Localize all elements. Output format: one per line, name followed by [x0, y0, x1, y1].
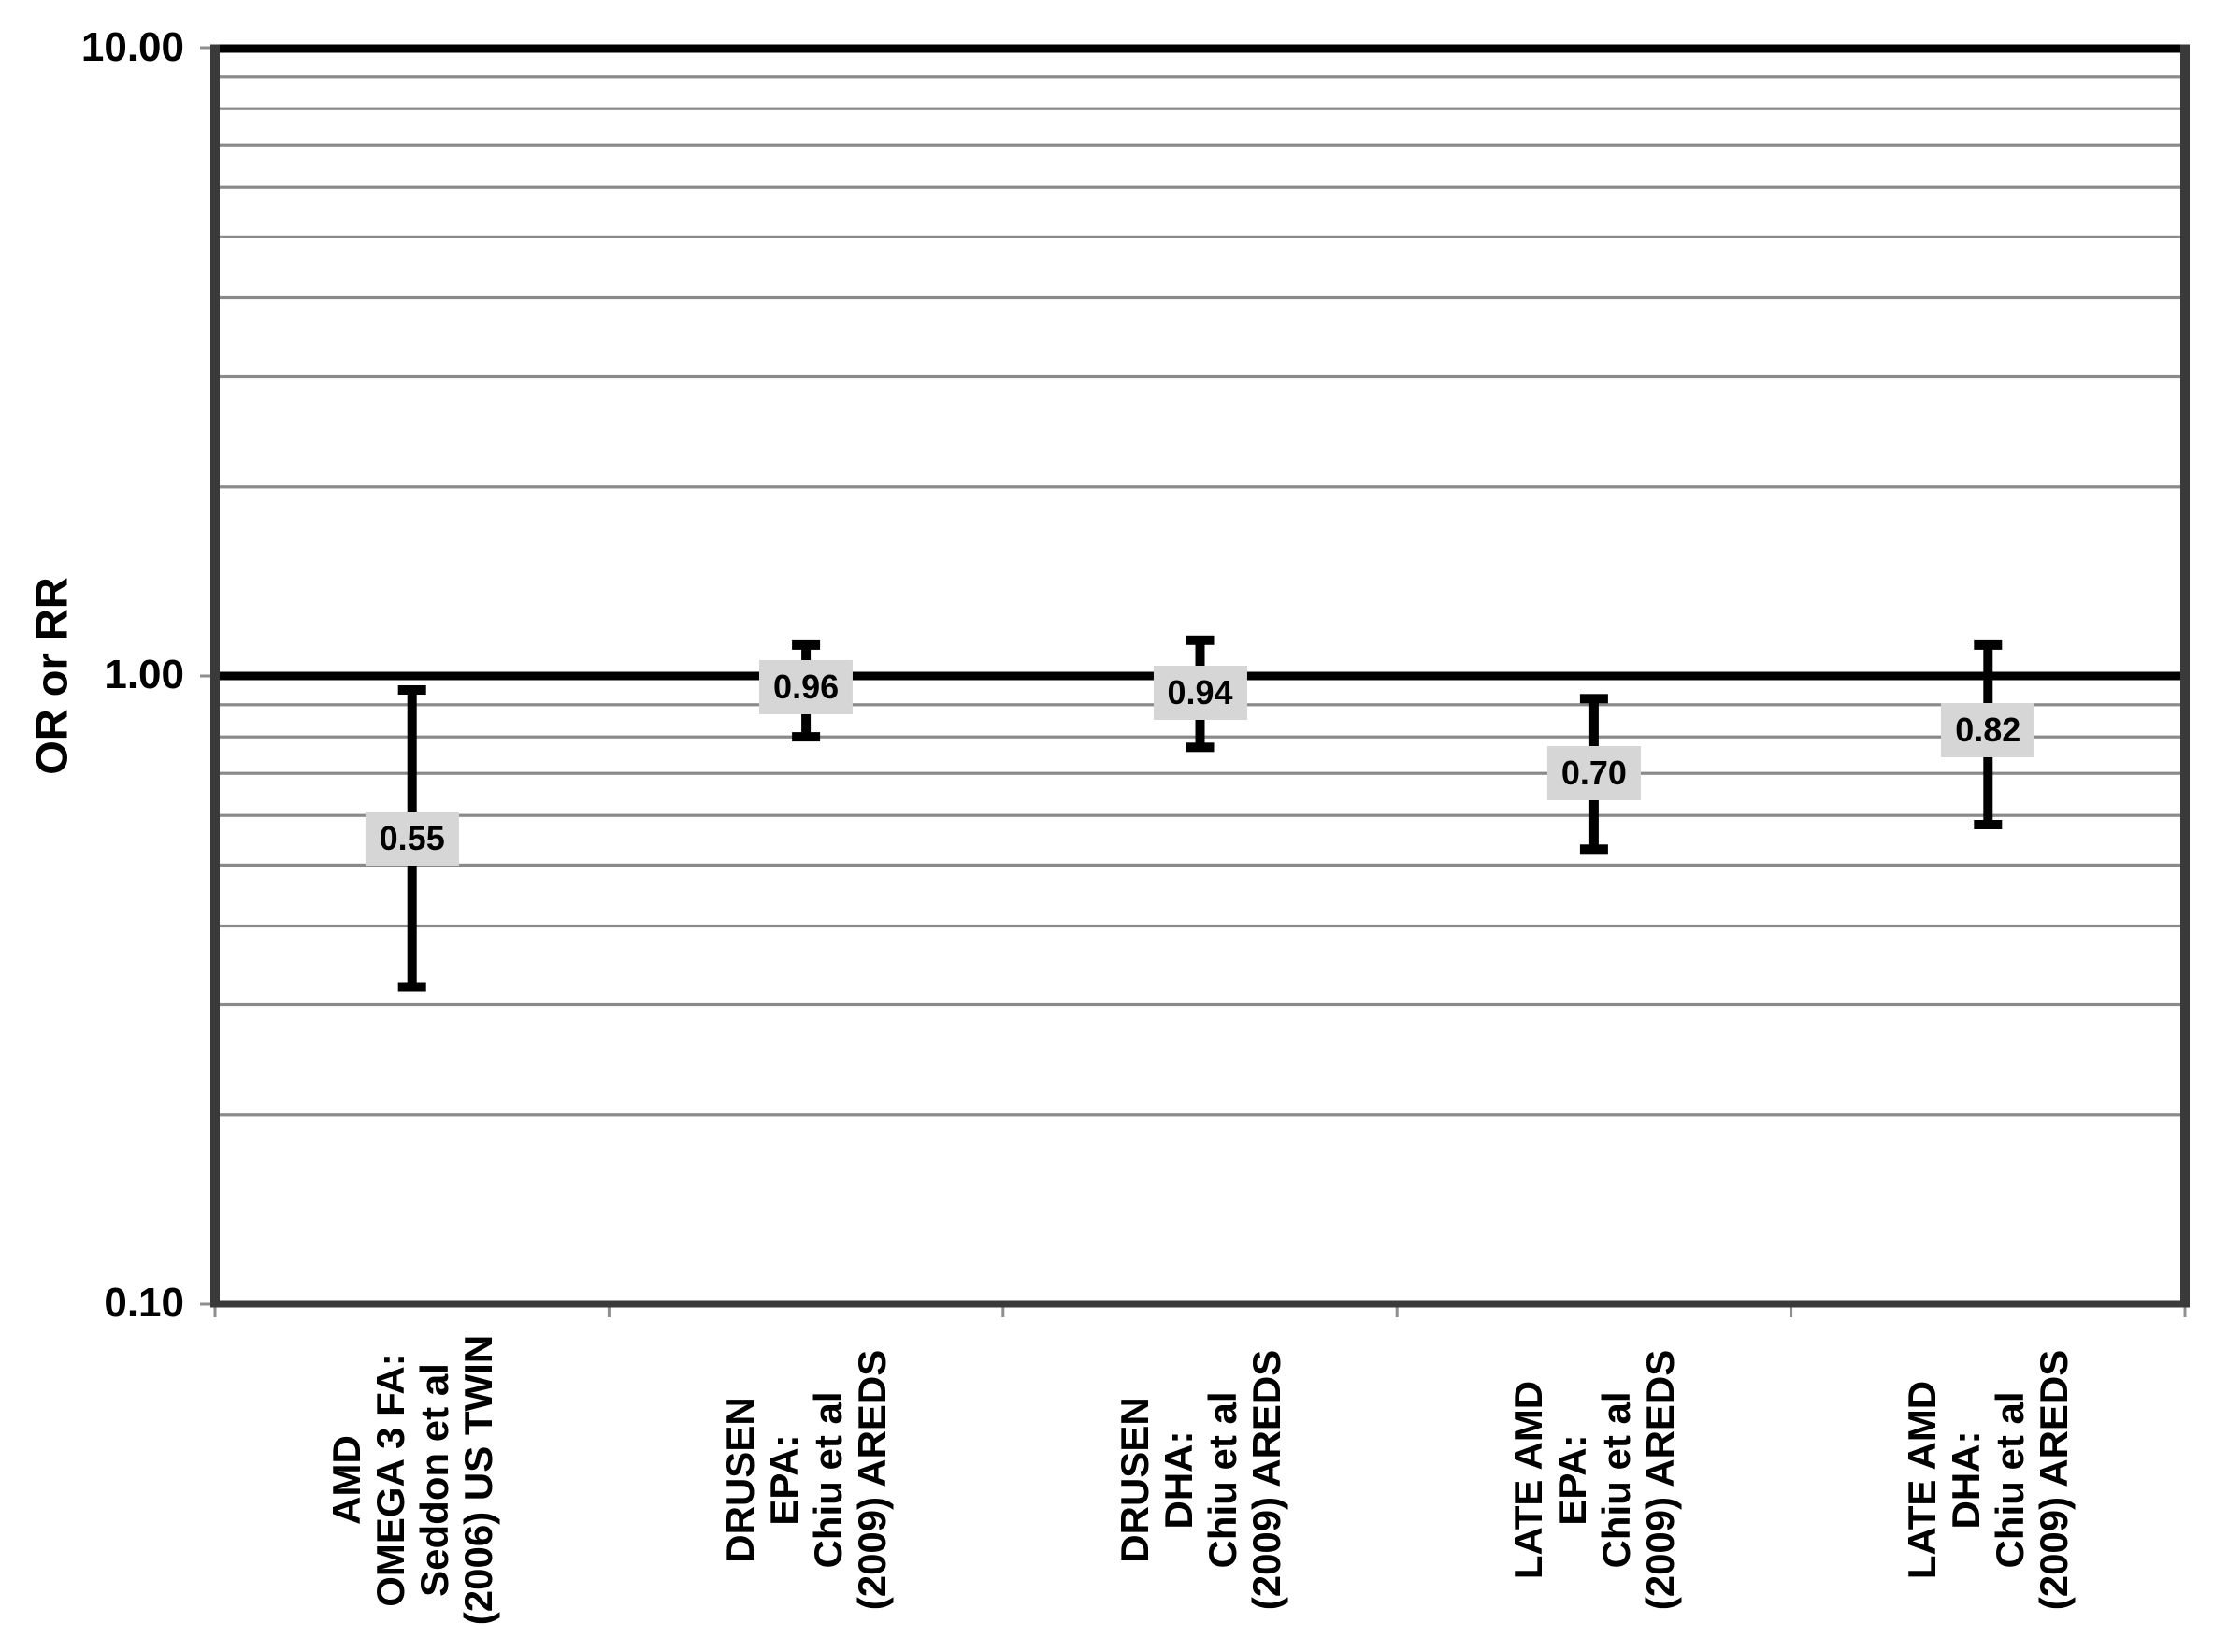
x-category-label-line: AMD — [323, 1435, 368, 1525]
point-value-label: 0.94 — [1153, 666, 1247, 721]
x-category-label-text: LATE AMD DHA: Chiu et al (2009) AREDS — [1900, 1315, 2076, 1645]
y-axis-tick — [200, 674, 215, 678]
x-category-label-line: (2009) AREDS — [1637, 1349, 1682, 1611]
x-category-label-line: LATE AMD — [1505, 1380, 1550, 1580]
x-axis-tick — [1395, 1304, 1399, 1317]
x-category-label-line: (2009) AREDS — [2032, 1349, 2077, 1611]
point-value-label: 0.82 — [1941, 702, 2035, 757]
x-axis-tick — [1001, 1304, 1005, 1317]
gridline — [215, 1113, 2185, 1117]
x-category-label-text: AMD OMEGA 3 FA: Seddon et al (2006) US TWIN — [324, 1315, 500, 1645]
gridline — [215, 1002, 2185, 1007]
x-category-label-line: Chiu et al — [1593, 1391, 1638, 1569]
y-tick-label-0_1: 0.10 — [104, 1280, 184, 1327]
gridline — [215, 374, 2185, 379]
x-category-label-line: DHA: — [1156, 1430, 1200, 1530]
x-category-label-text: LATE AMD EPA: Chiu et al (2009) AREDS — [1506, 1315, 1682, 1645]
y-axis-tick — [200, 1302, 215, 1306]
y-axis-tick — [200, 46, 215, 50]
error-bar-cap-lower — [397, 982, 426, 992]
x-axis-tick — [607, 1304, 611, 1317]
y-axis-title: OR or RR — [26, 577, 77, 775]
x-category-label-line: EPA: — [762, 1434, 807, 1526]
gridline — [215, 485, 2185, 489]
point-value-label: 0.70 — [1546, 746, 1641, 801]
x-category-label-line: DRUSEN — [1112, 1397, 1157, 1563]
gridline — [215, 771, 2185, 775]
x-category-label-line: Chiu et al — [806, 1391, 851, 1569]
gridline — [215, 75, 2185, 79]
x-category-label-line: Chiu et al — [1988, 1391, 2033, 1569]
x-category-label-line: LATE AMD — [1900, 1380, 1945, 1580]
plot-frame-bottom-axis — [210, 1300, 2190, 1308]
x-category-label-line: DRUSEN — [718, 1397, 763, 1563]
gridline — [215, 924, 2185, 928]
error-bar-cap-upper — [1579, 694, 1608, 704]
x-axis-tick — [213, 1304, 217, 1317]
gridline — [215, 185, 2185, 189]
plot-frame-left-axis — [210, 44, 220, 1308]
gridline — [215, 107, 2185, 110]
error-bar-cap-upper — [1186, 635, 1215, 645]
x-category-label-line: Chiu et al — [1200, 1391, 1244, 1569]
plot-frame-right — [2180, 44, 2190, 1308]
error-bar-cap-upper — [792, 639, 821, 650]
point-value-label: 0.55 — [365, 812, 459, 867]
gridline — [215, 813, 2185, 817]
gridline — [215, 295, 2185, 300]
gridline — [215, 863, 2185, 867]
x-category-label-line: EPA: — [1549, 1434, 1594, 1526]
y-tick-label-1: 1.00 — [104, 652, 184, 698]
x-axis-tick — [2183, 1304, 2187, 1317]
error-bar-cap-lower — [1186, 742, 1215, 753]
error-bar-cap-upper — [397, 685, 426, 695]
x-category-label-line: Seddon et al — [411, 1363, 456, 1597]
plot-frame-top — [210, 44, 2190, 53]
error-bar-cap-lower — [1974, 820, 2003, 829]
x-category-label-line: (2006) US TWIN — [455, 1334, 500, 1626]
x-category-label-line: OMEGA 3 FA: — [367, 1353, 412, 1607]
gridline — [215, 235, 2185, 238]
x-category-label-text: DRUSEN EPA: Chiu et al (2009) AREDS — [718, 1315, 894, 1645]
error-bar-cap-lower — [792, 732, 821, 742]
gridline — [215, 143, 2185, 147]
error-bar-cap-lower — [1579, 844, 1608, 855]
x-category-label-text: DRUSEN DHA: Chiu et al (2009) AREDS — [1113, 1315, 1288, 1645]
x-category-label-line: (2009) AREDS — [1243, 1349, 1288, 1611]
x-axis-tick — [1790, 1304, 1793, 1317]
point-value-label: 0.96 — [759, 659, 854, 714]
x-category-label-line: (2009) AREDS — [850, 1349, 895, 1611]
error-bar-cap-upper — [1974, 639, 2003, 650]
x-category-label-line: DHA: — [1944, 1430, 1989, 1530]
y-tick-label-10: 10.00 — [80, 24, 184, 71]
